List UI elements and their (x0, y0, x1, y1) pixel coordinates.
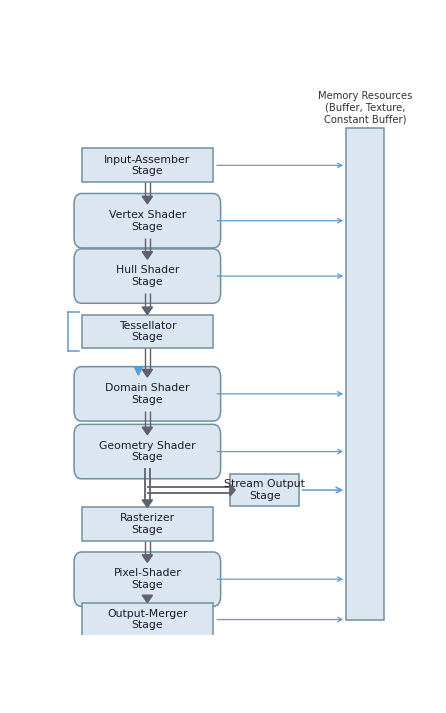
Text: Input-Assember
Stage: Input-Assember Stage (104, 155, 190, 176)
Polygon shape (142, 427, 153, 435)
FancyBboxPatch shape (82, 148, 213, 183)
Text: Tessellator
Stage: Tessellator Stage (119, 321, 176, 342)
Polygon shape (142, 369, 153, 377)
FancyBboxPatch shape (346, 128, 384, 620)
Polygon shape (142, 252, 153, 260)
FancyBboxPatch shape (82, 602, 213, 637)
Polygon shape (142, 555, 153, 563)
FancyBboxPatch shape (74, 552, 221, 607)
Polygon shape (142, 595, 153, 602)
Text: Geometry Shader
Stage: Geometry Shader Stage (99, 441, 196, 462)
Text: Output-Merger
Stage: Output-Merger Stage (107, 609, 188, 630)
Text: Rasterizer
Stage: Rasterizer Stage (120, 513, 175, 535)
Text: Memory Resources
(Buffer, Texture,
Constant Buffer): Memory Resources (Buffer, Texture, Const… (318, 91, 412, 124)
FancyBboxPatch shape (82, 508, 213, 541)
Text: Vertex Shader
Stage: Vertex Shader Stage (109, 210, 186, 232)
FancyBboxPatch shape (74, 193, 221, 248)
FancyBboxPatch shape (82, 314, 213, 349)
Polygon shape (142, 500, 153, 508)
Text: Hull Shader
Stage: Hull Shader Stage (116, 265, 179, 287)
Polygon shape (230, 484, 235, 496)
Polygon shape (142, 307, 153, 314)
FancyBboxPatch shape (74, 366, 221, 421)
FancyBboxPatch shape (230, 474, 299, 506)
FancyBboxPatch shape (74, 249, 221, 303)
Text: Pixel-Shader
Stage: Pixel-Shader Stage (113, 568, 181, 590)
Polygon shape (142, 196, 153, 204)
Text: Stream Output
Stage: Stream Output Stage (224, 479, 306, 501)
Text: Domain Shader
Stage: Domain Shader Stage (105, 383, 190, 405)
Polygon shape (134, 366, 143, 375)
FancyBboxPatch shape (74, 424, 221, 479)
